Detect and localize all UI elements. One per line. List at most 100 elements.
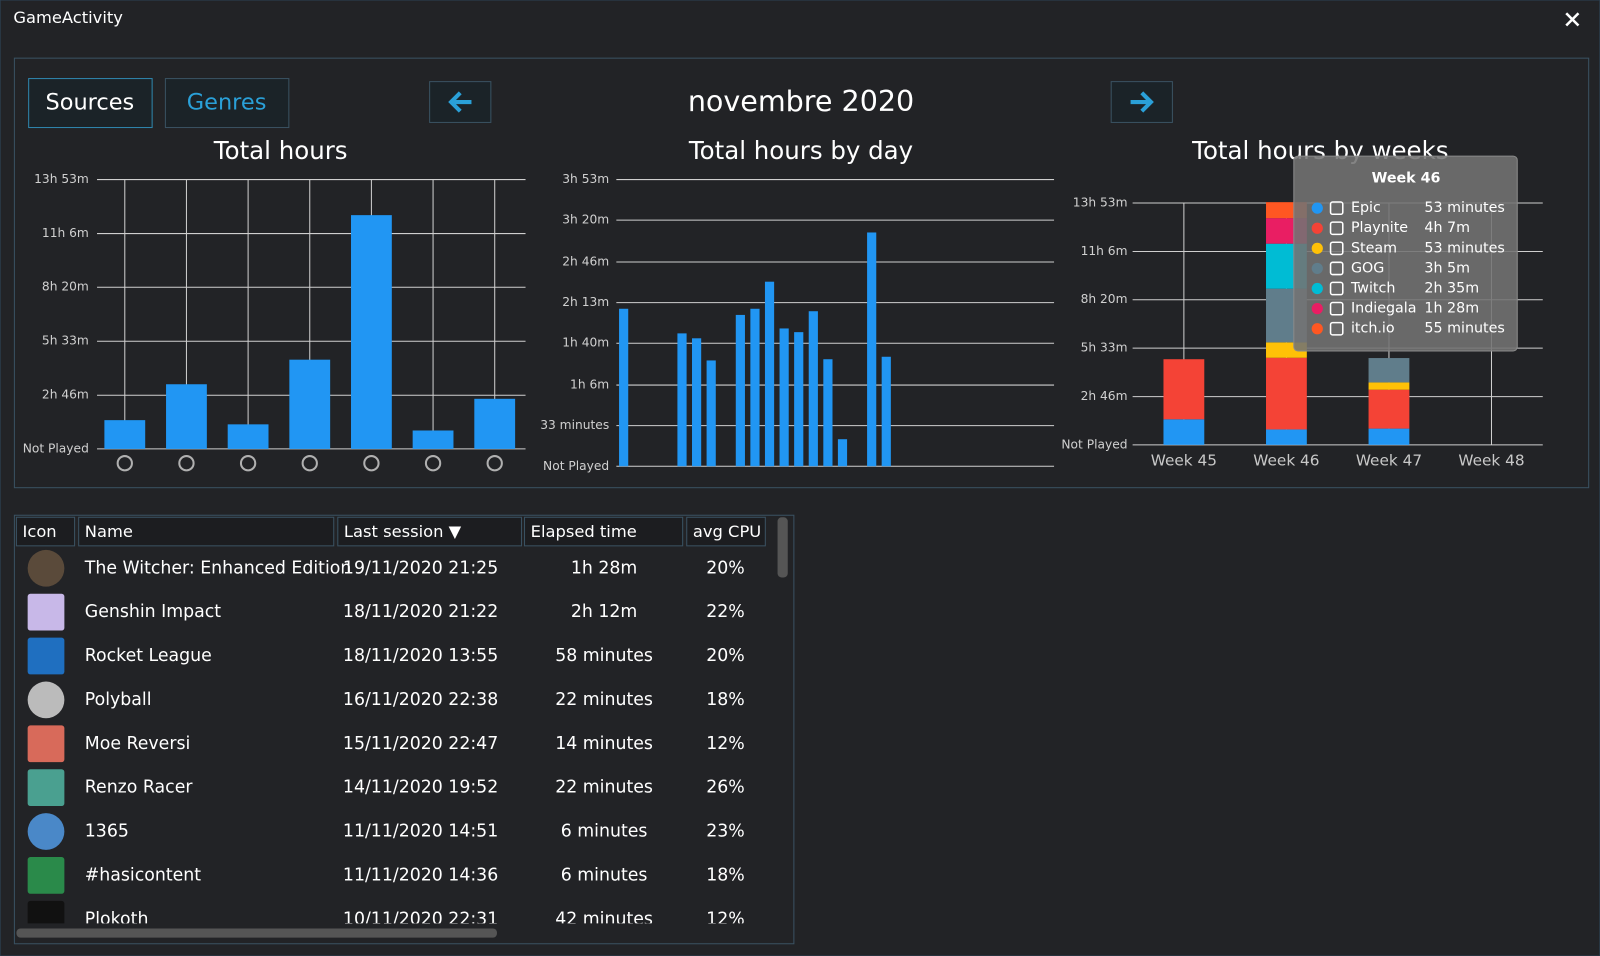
legend-swatch bbox=[1311, 262, 1323, 275]
bar-segment bbox=[1266, 357, 1307, 430]
table-cell: 6 minutes bbox=[561, 822, 648, 842]
table-row[interactable]: #hasicontent 11/11/2020 14:36 6 minutes 18% bbox=[27, 857, 745, 894]
table: Icon Name Last session ▼ Elapsed time avg CP… bbox=[15, 516, 766, 938]
column-header bbox=[524, 516, 684, 547]
tooltip-value: 3h 5m bbox=[1424, 260, 1470, 276]
table-row[interactable]: Rocket League 18/11/2020 13:55 58 minutes 2… bbox=[27, 637, 745, 675]
bar bbox=[794, 332, 804, 467]
tab-sources[interactable] bbox=[28, 78, 153, 129]
x-tick-label: Week 46 bbox=[1253, 452, 1319, 470]
table-cell: 12% bbox=[706, 909, 745, 929]
table-cell: Plokoth bbox=[85, 909, 149, 929]
v-scrollbar[interactable] bbox=[777, 517, 788, 578]
game-icon bbox=[27, 725, 65, 763]
tooltip-value: 55 minutes bbox=[1424, 321, 1504, 337]
table-cell: 19/11/2020 21:25 bbox=[343, 558, 498, 578]
table-cell: 23% bbox=[706, 822, 745, 842]
table-cell: #hasicontent bbox=[85, 865, 202, 885]
tooltip-value: 53 minutes bbox=[1424, 200, 1504, 216]
y-tick-label: 1h 40m bbox=[562, 336, 609, 350]
bar bbox=[351, 215, 392, 449]
table-cell: Polyball bbox=[85, 690, 152, 710]
table-cell: 58 minutes bbox=[555, 646, 653, 666]
table-cell: 6 minutes bbox=[561, 865, 648, 885]
legend-icon bbox=[1329, 281, 1344, 296]
table-cell: 14 minutes bbox=[555, 734, 653, 754]
bar bbox=[867, 232, 877, 467]
bar-segment bbox=[1266, 429, 1307, 445]
tooltip-value: 2h 35m bbox=[1424, 281, 1479, 297]
column-header-label: Elapsed time bbox=[531, 522, 637, 541]
y-tick-label: Not Played bbox=[1061, 437, 1127, 451]
bar bbox=[692, 338, 702, 467]
game-icon bbox=[27, 549, 65, 587]
bar-segment bbox=[1368, 389, 1410, 429]
y-tick-label: 13h 53m bbox=[1073, 196, 1128, 210]
next-arrow bbox=[1130, 91, 1154, 113]
y-tick-label: Not Played bbox=[543, 459, 609, 473]
bar-segment bbox=[1368, 428, 1410, 445]
legend-label: Epic bbox=[1351, 200, 1381, 216]
table-body: The Witcher: Enhanced Edition19/11/2020 … bbox=[27, 549, 745, 938]
column-header-label: Name bbox=[85, 522, 133, 541]
game-icon bbox=[27, 813, 65, 850]
table-row[interactable]: Polyball 16/11/2020 22:38 22 minutes 18% bbox=[27, 681, 745, 719]
tab-genres[interactable] bbox=[164, 78, 290, 129]
table-cell: 14/11/2020 19:52 bbox=[343, 778, 498, 798]
table-row[interactable]: The Witcher: Enhanced Edition19/11/2020 … bbox=[27, 549, 745, 587]
y-tick-label: 2h 13m bbox=[562, 295, 609, 309]
source-icon bbox=[363, 455, 380, 472]
table-cell: Renzo Racer bbox=[85, 778, 194, 798]
y-tick-label: 5h 33m bbox=[1081, 341, 1128, 355]
tab-label[interactable]: Sources bbox=[46, 90, 135, 116]
y-tick-label: 11h 6m bbox=[1081, 244, 1128, 258]
legend-label: Playnite bbox=[1351, 220, 1408, 236]
bar bbox=[750, 308, 760, 467]
y-tick-label: 2h 46m bbox=[42, 388, 89, 402]
tooltip-value: 53 minutes bbox=[1424, 240, 1504, 256]
game-icon bbox=[27, 637, 65, 675]
bar bbox=[227, 424, 269, 449]
table-row[interactable]: 1365 11/11/2020 14:51 6 minutes 23% bbox=[27, 813, 745, 850]
table-cell: 18/11/2020 13:55 bbox=[343, 646, 498, 666]
table-cell: 1365 bbox=[85, 822, 129, 842]
table-cell: 2h 12m bbox=[571, 602, 637, 622]
bar bbox=[289, 359, 331, 449]
table-cell: 22% bbox=[706, 602, 745, 622]
table-cell: 18% bbox=[706, 690, 745, 710]
close-button[interactable] bbox=[1565, 12, 1580, 27]
y-tick-label: 3h 20m bbox=[562, 213, 609, 227]
tooltip-value: 1h 28m bbox=[1424, 301, 1479, 317]
y-tick-label: 2h 46m bbox=[562, 255, 609, 269]
y-tick-label: 3h 53m bbox=[562, 172, 609, 186]
h-scrollbar[interactable] bbox=[16, 928, 497, 938]
table-cell: 12% bbox=[706, 734, 745, 754]
tooltip-title: Week 46 bbox=[1372, 171, 1441, 187]
table-cell: Genshin Impact bbox=[85, 602, 222, 622]
source-icon bbox=[178, 455, 195, 472]
tab-label[interactable]: Genres bbox=[187, 90, 267, 116]
table-row[interactable]: Moe Reversi 15/11/2020 22:47 14 minutes 12% bbox=[27, 725, 745, 763]
column-header-label: Last session ▼ bbox=[344, 522, 462, 541]
table-cell: 10/11/2020 22:31 bbox=[343, 909, 498, 929]
table-row[interactable]: Renzo Racer 14/11/2020 19:52 22 minutes 26% bbox=[27, 769, 745, 807]
table-cell: 15/11/2020 22:47 bbox=[343, 734, 498, 754]
bar bbox=[619, 308, 629, 467]
table-cell: 1h 28m bbox=[571, 558, 637, 578]
column-header-label: Icon bbox=[23, 522, 57, 541]
x-tick-label: Week 45 bbox=[1151, 452, 1217, 470]
legend-swatch bbox=[1311, 202, 1323, 214]
source-icon bbox=[486, 455, 503, 472]
column-header-label: avg CPU bbox=[693, 522, 761, 541]
legend-swatch bbox=[1311, 282, 1323, 295]
tooltip: Week 46 Epic 53 minutes Playnite 4h 7m Steam 5… bbox=[1293, 155, 1518, 352]
bar-segment bbox=[1368, 382, 1410, 390]
game-icon bbox=[27, 769, 65, 807]
table-row[interactable]: Plokoth 10/11/2020 22:31 42 minutes 12% bbox=[27, 900, 745, 938]
legend-swatch bbox=[1311, 222, 1323, 234]
table-cell: 20% bbox=[706, 558, 745, 578]
table-row[interactable]: Genshin Impact 18/11/2020 21:22 2h 12m 22% bbox=[27, 593, 745, 631]
bar bbox=[764, 281, 775, 467]
game-icon bbox=[27, 681, 65, 719]
table-cell: 22 minutes bbox=[555, 778, 653, 798]
